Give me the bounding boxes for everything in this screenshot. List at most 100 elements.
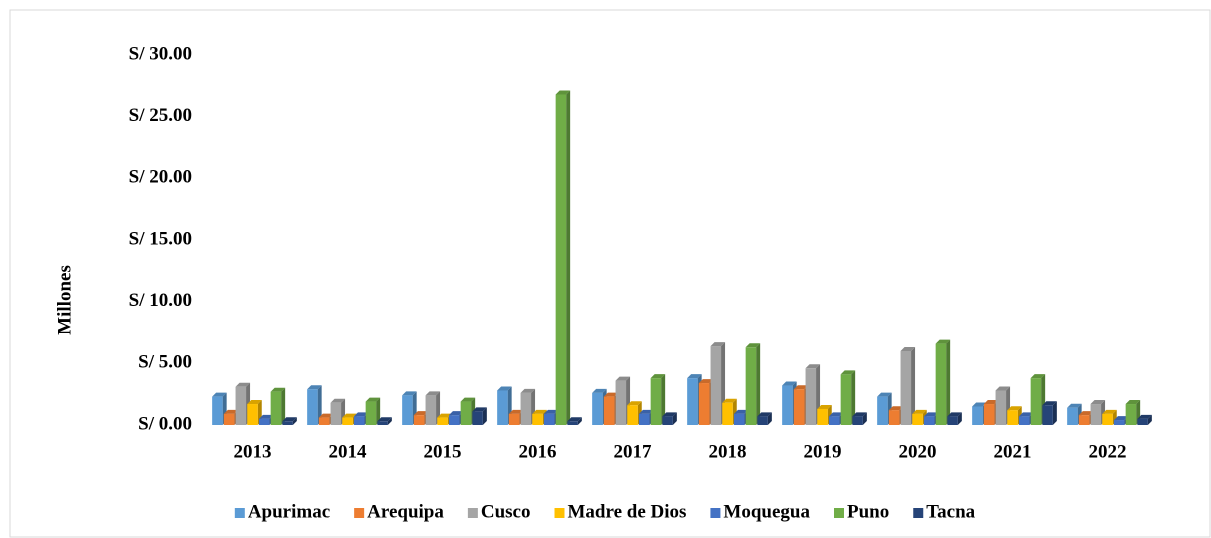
bar-top [828, 412, 844, 417]
bar-front [793, 389, 805, 425]
bar-top [1102, 409, 1117, 414]
bar-top [235, 382, 251, 387]
bar-front [555, 94, 567, 425]
bar [377, 417, 392, 425]
x-tick-label: 2019 [804, 441, 842, 462]
bar-front [912, 413, 923, 425]
bar [555, 90, 571, 425]
bar-top [1078, 411, 1094, 416]
bar-front [1067, 407, 1078, 425]
legend-swatch [710, 508, 721, 518]
x-tick-label: 2018 [709, 441, 747, 462]
bar-top [567, 417, 582, 422]
bar-front [342, 417, 353, 425]
bar-top [212, 392, 227, 397]
y-tick-label: S/ 5.00 [138, 352, 192, 373]
bar-top [662, 412, 677, 417]
bar-top [638, 409, 654, 414]
bar-top [1042, 401, 1057, 406]
bar-front [223, 413, 235, 425]
bar-top [592, 388, 607, 393]
bar-front [425, 395, 437, 425]
bar-front [1042, 405, 1053, 425]
x-tick-label: 2022 [1089, 441, 1127, 462]
bar-top [402, 391, 417, 396]
bar-side [577, 417, 582, 425]
bar-top [223, 409, 239, 414]
bar-top [353, 412, 369, 417]
bar-top [840, 370, 856, 375]
bar-top [722, 398, 737, 403]
bar-top [1113, 416, 1129, 421]
bar-side [672, 412, 677, 425]
bar-front [402, 395, 413, 425]
bar-top [497, 386, 512, 391]
bar-top [270, 387, 286, 392]
bar-front [995, 390, 1007, 425]
bar-front [1007, 410, 1018, 425]
bar [650, 374, 666, 425]
bar-top [258, 414, 274, 419]
bar-front [603, 396, 615, 425]
bar-front [282, 421, 293, 425]
x-tick-label: 2013 [234, 441, 272, 462]
x-tick-label: 2014 [329, 441, 368, 462]
legend-swatch [913, 508, 924, 518]
legend-label: Apurimac [248, 501, 330, 522]
bar-side [482, 407, 487, 425]
bar-top [935, 339, 951, 344]
bar-front [877, 396, 888, 425]
bar-top [1030, 374, 1046, 379]
bar-front [733, 413, 745, 425]
bar-top [745, 343, 761, 348]
bar-top [1125, 400, 1141, 405]
bar-front [1018, 416, 1030, 425]
bar-top [520, 388, 536, 393]
x-tick-label: 2015 [424, 441, 462, 462]
bar-side [376, 397, 381, 425]
legend-label: Arequipa [367, 501, 444, 522]
bar-front [460, 401, 472, 425]
bar-front [567, 421, 578, 425]
bar-front [935, 343, 947, 425]
legend-label: Moquegua [723, 501, 810, 522]
bar-front [923, 416, 935, 425]
bar [757, 412, 772, 425]
bar-top [698, 379, 714, 384]
bar-side [946, 339, 951, 425]
bar-top [650, 374, 666, 379]
bar-front [757, 416, 768, 425]
bar-top [1137, 414, 1152, 419]
bar [270, 387, 286, 425]
bar-side [911, 347, 916, 425]
bar [1042, 401, 1057, 425]
bar-front [1137, 418, 1148, 425]
bar-top [852, 412, 867, 417]
bar-side [851, 370, 856, 425]
bar-top [543, 409, 559, 414]
legend-label: Madre de Dios [568, 501, 687, 522]
bar-side [661, 374, 666, 425]
bar-front [972, 406, 983, 425]
bar-top [282, 417, 297, 422]
bar-front [543, 413, 555, 425]
bar-top [687, 374, 702, 379]
bar-front [817, 408, 828, 425]
bar-top [330, 398, 346, 403]
bar-top [307, 385, 322, 390]
bar-front [247, 404, 258, 425]
bar-front [307, 389, 318, 425]
bar-top [782, 381, 797, 386]
bar-front [235, 386, 247, 425]
bar-top [757, 412, 772, 417]
bar-front [900, 351, 912, 425]
bar-top [448, 411, 464, 416]
chart-border [9, 9, 1211, 538]
bar-front [805, 368, 817, 425]
bar-top [1090, 400, 1106, 405]
bar-side [292, 417, 297, 425]
x-tick-label: 2016 [519, 441, 557, 462]
bar-top [413, 411, 429, 416]
bar-top [318, 413, 334, 418]
